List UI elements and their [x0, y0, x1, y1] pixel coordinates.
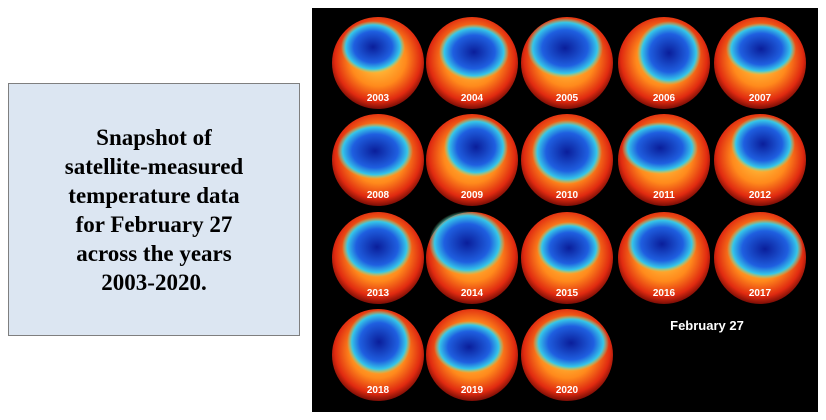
caption-line: 2003-2020. — [101, 269, 207, 295]
caption-line: across the years — [76, 240, 232, 266]
year-label: 2020 — [556, 385, 579, 396]
year-label: 2017 — [749, 288, 772, 299]
cold-region — [537, 222, 601, 274]
cold-region — [444, 117, 508, 177]
year-label: 2011 — [653, 190, 675, 201]
cold-region — [627, 216, 697, 272]
cold-region — [439, 24, 509, 80]
year-label: 2005 — [556, 93, 579, 104]
year-label: 2007 — [749, 93, 772, 104]
caption-line: Snapshot of — [96, 124, 212, 150]
cold-region — [622, 122, 698, 174]
cold-region — [337, 123, 413, 179]
year-label: 2012 — [749, 190, 772, 201]
year-label: 2014 — [461, 288, 484, 299]
cold-region — [429, 211, 505, 275]
cold-region — [434, 321, 504, 373]
date-label: February 27 — [670, 318, 744, 333]
cold-region — [347, 310, 411, 374]
cold-region — [342, 217, 412, 277]
year-label: 2008 — [367, 190, 390, 201]
cold-region — [637, 21, 701, 85]
cold-region — [727, 219, 803, 279]
cold-region — [532, 120, 602, 184]
cold-region — [341, 21, 405, 73]
year-label: 2009 — [461, 190, 484, 201]
caption-line: satellite-measured — [64, 153, 244, 179]
year-label: 2003 — [367, 93, 390, 104]
cold-region — [527, 18, 603, 78]
cold-region — [726, 23, 796, 75]
year-label: 2018 — [367, 385, 390, 396]
year-label: 2004 — [461, 93, 484, 104]
caption-line: temperature data — [68, 182, 240, 208]
year-label: 2013 — [367, 288, 390, 299]
cold-region — [533, 315, 609, 371]
year-label: 2010 — [556, 190, 579, 201]
year-label: 2019 — [461, 385, 484, 396]
globe-figure: 2003 2004 2005 2006 2007 2008 2009 2010 2011 2012… — [312, 8, 818, 412]
caption-box: Snapshot of satellite-measured temperature… — [8, 83, 300, 336]
year-label: 2016 — [653, 288, 676, 299]
year-label: 2015 — [556, 288, 579, 299]
year-label: 2006 — [653, 93, 676, 104]
caption-line: for February 27 — [75, 211, 233, 237]
cold-region — [731, 116, 795, 172]
